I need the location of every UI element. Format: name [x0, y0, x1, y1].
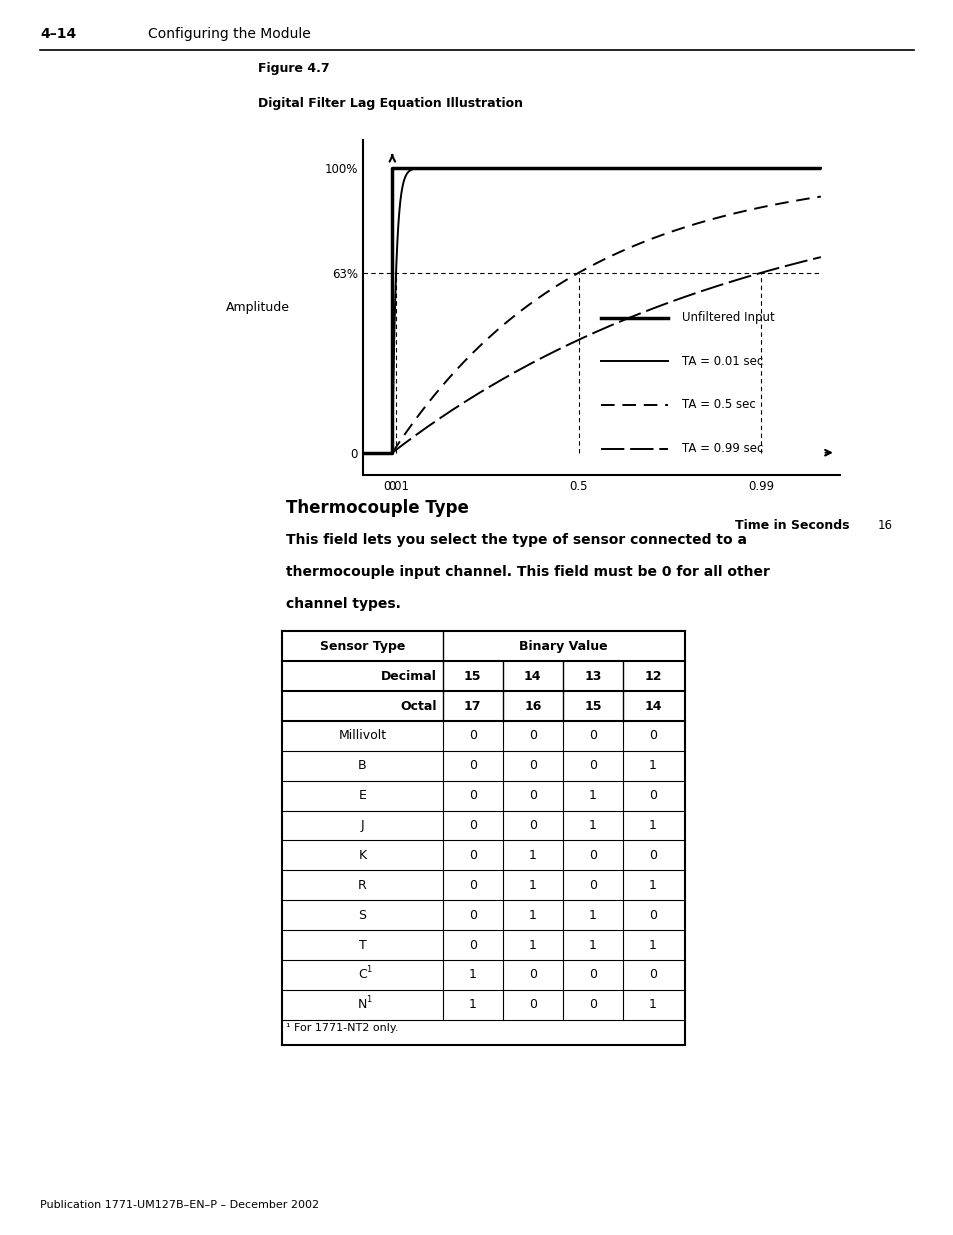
- Text: 14: 14: [523, 669, 541, 683]
- Text: Figure 4.7: Figure 4.7: [257, 62, 329, 75]
- Text: 0: 0: [588, 968, 597, 982]
- Text: 0: 0: [468, 730, 476, 742]
- Text: thermocouple input channel. This field must be 0 for all other: thermocouple input channel. This field m…: [286, 564, 769, 579]
- Text: 0: 0: [648, 730, 657, 742]
- Text: 0: 0: [588, 730, 597, 742]
- Text: 1: 1: [648, 998, 657, 1011]
- Text: 0: 0: [648, 789, 657, 803]
- Text: 14: 14: [643, 699, 661, 713]
- Text: J: J: [360, 819, 364, 832]
- Text: TA = 0.99 sec: TA = 0.99 sec: [681, 442, 762, 456]
- Text: 1: 1: [588, 819, 597, 832]
- Text: Binary Value: Binary Value: [518, 640, 606, 653]
- Text: 1: 1: [366, 965, 372, 974]
- Text: 1: 1: [648, 819, 657, 832]
- Text: 0: 0: [528, 789, 537, 803]
- Text: 0: 0: [528, 760, 537, 772]
- Text: Time in Seconds: Time in Seconds: [734, 519, 848, 532]
- Text: 1: 1: [648, 879, 657, 892]
- Text: 15: 15: [463, 669, 481, 683]
- Text: 0: 0: [468, 819, 476, 832]
- Text: 12: 12: [643, 669, 661, 683]
- Text: 1: 1: [468, 968, 476, 982]
- Text: N: N: [357, 998, 367, 1011]
- Text: 0: 0: [468, 760, 476, 772]
- Text: Sensor Type: Sensor Type: [319, 640, 405, 653]
- Text: channel types.: channel types.: [286, 597, 400, 611]
- Text: 1: 1: [648, 939, 657, 952]
- Text: 1: 1: [588, 909, 597, 921]
- Text: 1: 1: [366, 995, 372, 1004]
- Text: 0: 0: [468, 848, 476, 862]
- Text: Octal: Octal: [400, 699, 436, 713]
- Text: T: T: [358, 939, 366, 952]
- Text: 1: 1: [588, 789, 597, 803]
- Text: 1: 1: [468, 998, 476, 1011]
- Text: Configuring the Module: Configuring the Module: [148, 27, 311, 41]
- Text: 1: 1: [528, 848, 537, 862]
- Text: R: R: [357, 879, 367, 892]
- Text: Unfiltered Input: Unfiltered Input: [681, 311, 774, 324]
- Text: 4–14: 4–14: [40, 27, 76, 41]
- Text: 0: 0: [588, 760, 597, 772]
- Text: 0: 0: [588, 879, 597, 892]
- Text: 1: 1: [528, 939, 537, 952]
- Text: 0: 0: [648, 909, 657, 921]
- Text: 1: 1: [648, 760, 657, 772]
- Text: 0: 0: [528, 819, 537, 832]
- Text: Digital Filter Lag Equation Illustration: Digital Filter Lag Equation Illustration: [257, 98, 522, 110]
- Text: ¹ For 1771-NT2 only.: ¹ For 1771-NT2 only.: [286, 1024, 398, 1034]
- Text: 13: 13: [583, 669, 601, 683]
- Text: S: S: [358, 909, 366, 921]
- Text: 0: 0: [468, 789, 476, 803]
- Text: 0: 0: [588, 848, 597, 862]
- Text: 0: 0: [528, 998, 537, 1011]
- Text: TA = 0.5 sec: TA = 0.5 sec: [681, 399, 755, 411]
- Text: 0: 0: [468, 939, 476, 952]
- Text: Decimal: Decimal: [380, 669, 436, 683]
- Text: Thermocouple Type: Thermocouple Type: [286, 499, 469, 517]
- Text: 1: 1: [528, 909, 537, 921]
- Text: This field lets you select the type of sensor connected to a: This field lets you select the type of s…: [286, 532, 746, 547]
- Text: 16: 16: [523, 699, 541, 713]
- Text: 15: 15: [583, 699, 601, 713]
- Text: Millivolt: Millivolt: [338, 730, 386, 742]
- Text: 0: 0: [648, 848, 657, 862]
- Text: 0: 0: [588, 998, 597, 1011]
- Text: 17: 17: [463, 699, 481, 713]
- Text: B: B: [357, 760, 367, 772]
- Text: 1: 1: [528, 879, 537, 892]
- Text: 0: 0: [528, 730, 537, 742]
- Text: 1: 1: [588, 939, 597, 952]
- Text: 0: 0: [648, 968, 657, 982]
- Text: Amplitude: Amplitude: [225, 301, 290, 314]
- Text: E: E: [358, 789, 366, 803]
- Text: TA = 0.01 sec: TA = 0.01 sec: [681, 354, 762, 368]
- Text: Publication 1771-UM127B–EN–P – December 2002: Publication 1771-UM127B–EN–P – December …: [40, 1199, 319, 1210]
- Text: 0: 0: [468, 879, 476, 892]
- Text: C: C: [357, 968, 367, 982]
- Text: 0: 0: [528, 968, 537, 982]
- Text: 16: 16: [877, 519, 892, 532]
- Text: K: K: [358, 848, 366, 862]
- Text: 0: 0: [468, 909, 476, 921]
